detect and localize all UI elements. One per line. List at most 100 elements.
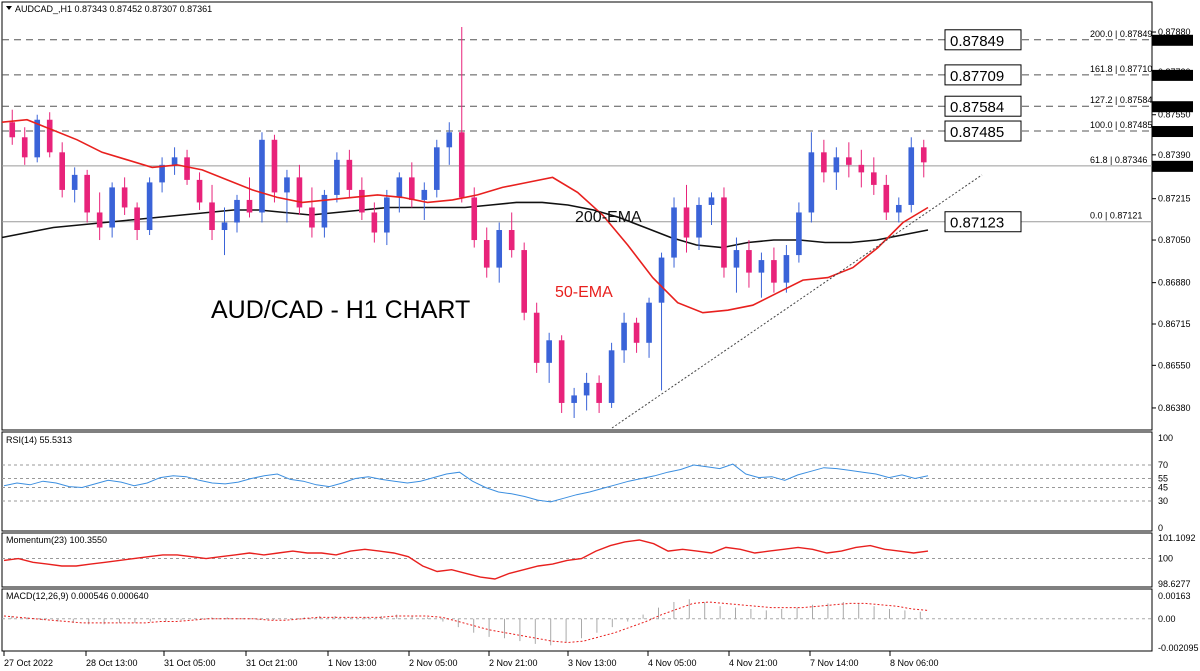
candle-body <box>296 177 303 208</box>
ema50-label: 50-EMA <box>555 284 613 301</box>
candle-body <box>758 260 765 273</box>
rsi-tick-label: 100 <box>1158 433 1173 443</box>
ema200-line <box>1 201 929 249</box>
candle-body <box>895 204 902 213</box>
fib-level-text: 61.8 | 0.87346 <box>1090 155 1147 165</box>
candle-body <box>196 179 203 203</box>
rsi-tick-label: 70 <box>1158 460 1168 470</box>
price-axis-tag <box>1152 69 1193 81</box>
fib-level-text: 100.0 | 0.87485 <box>1090 120 1152 130</box>
candle-body <box>458 132 465 198</box>
price-axis-tag-label: 0.87584 <box>1155 102 1188 112</box>
fib-level-text: 200.0 | 0.87849 <box>1090 29 1152 39</box>
level-box-label: 0.87123 <box>950 215 1004 232</box>
candle-body <box>446 132 453 148</box>
price-tick-label: 0.86550 <box>1158 360 1191 370</box>
candle-body <box>271 139 278 193</box>
candle-body <box>796 212 802 256</box>
candle-body <box>708 197 715 205</box>
candle-body <box>608 350 615 403</box>
level-box-label: 0.87584 <box>950 99 1004 116</box>
price-axis-tag <box>1152 101 1193 113</box>
price-axis-tag-label: 0.87361 <box>1155 162 1188 172</box>
candle-body <box>246 199 253 213</box>
candle-body <box>833 157 840 173</box>
collapse-triangle-icon[interactable] <box>6 6 12 10</box>
candle-body <box>433 147 440 190</box>
momentum-panel-frame <box>1 532 1153 588</box>
rsi-tick-label: 30 <box>1158 496 1168 506</box>
candle-body <box>371 212 378 233</box>
candle-body <box>583 382 590 396</box>
main-panel-frame <box>1 1 1153 431</box>
candle-body <box>508 230 515 251</box>
rsi-title: RSI(14) 55.5313 <box>6 435 72 445</box>
candle-body <box>234 199 240 223</box>
ema200-group <box>1 201 929 249</box>
macd-signal-line <box>3 601 929 644</box>
price-tick-label: 0.87215 <box>1158 194 1191 204</box>
fib-level-text: 127.2 | 0.87584 <box>1090 95 1152 105</box>
candles-group <box>9 27 927 418</box>
symbol-header: AUDCAD_,H1 0.87343 0.87452 0.87307 0.873… <box>15 4 212 14</box>
candle-body <box>621 322 627 351</box>
time-tick-label: 1 Nov 13:00 <box>328 658 377 668</box>
rsi-tick-label: 55 <box>1158 474 1168 484</box>
candle-body <box>558 340 565 403</box>
rsi-tick-label: 0 <box>1158 523 1163 533</box>
time-tick-label: 4 Nov 21:00 <box>729 658 778 668</box>
ema50-line <box>1 118 929 314</box>
candle-body <box>808 152 815 213</box>
candle-body <box>71 174 78 190</box>
candle-body <box>521 250 527 313</box>
candle-body <box>920 147 927 163</box>
price-tick-label: 0.87050 <box>1158 235 1191 245</box>
price-tick-label: 0.86715 <box>1158 319 1191 329</box>
candle-body <box>533 312 540 363</box>
candle-body <box>671 207 677 258</box>
trendline-group <box>611 174 983 429</box>
fib-level-text: 0.0 | 0.87121 <box>1090 211 1142 221</box>
price-tick-label: 0.87550 <box>1158 110 1191 120</box>
time-tick-label: 28 Oct 13:00 <box>86 658 138 668</box>
time-axis: 27 Oct 2022 28 Oct 13:00 31 Oct 05:00 31 Oc… <box>3 651 939 668</box>
candle-body <box>46 119 53 153</box>
macd-tick-label: 0.00 <box>1158 614 1176 624</box>
candle-body <box>121 187 128 208</box>
candle-body <box>871 172 877 185</box>
candle-body <box>658 257 665 303</box>
candle-body <box>471 197 478 241</box>
price-axis-tag <box>1152 160 1193 172</box>
momentum-tick-label: 98.6277 <box>1158 579 1191 589</box>
candle-body <box>259 139 265 213</box>
price-axis-tag <box>1152 126 1193 138</box>
level-box-label: 0.87849 <box>950 33 1004 50</box>
candle-body <box>59 152 65 190</box>
rsi-line <box>3 463 929 503</box>
candle-body <box>9 122 16 138</box>
candle-body <box>733 250 740 268</box>
candle-body <box>309 207 315 228</box>
price-axis-tag <box>1152 34 1193 46</box>
candle-body <box>846 157 852 165</box>
candle-body <box>546 340 552 363</box>
candle-body <box>321 194 328 228</box>
price-tick-label: 0.87880 <box>1158 27 1191 37</box>
candle-body <box>84 174 90 213</box>
price-axis-tag-label: 0.87485 <box>1155 127 1188 137</box>
level-box <box>944 64 1022 86</box>
candle-body <box>746 250 752 273</box>
price-axis: 0.87880 0.87720 0.87550 0.87390 0.87215 0.870… <box>1152 27 1191 413</box>
time-tick-label: 27 Oct 2022 <box>4 658 53 668</box>
macd-title: MACD(12,26,9) 0.000546 0.000640 <box>6 591 149 601</box>
level-box-label: 0.87709 <box>950 68 1004 85</box>
momentum-title: Momentum(23) 100.3550 <box>6 535 107 545</box>
candle-body <box>221 222 228 231</box>
momentum-group: 101.1092 100 98.6277 <box>2 533 1196 589</box>
candle-body <box>821 152 827 173</box>
chart-title: AUD/CAD - H1 CHART <box>211 296 470 324</box>
candle-body <box>334 159 340 195</box>
